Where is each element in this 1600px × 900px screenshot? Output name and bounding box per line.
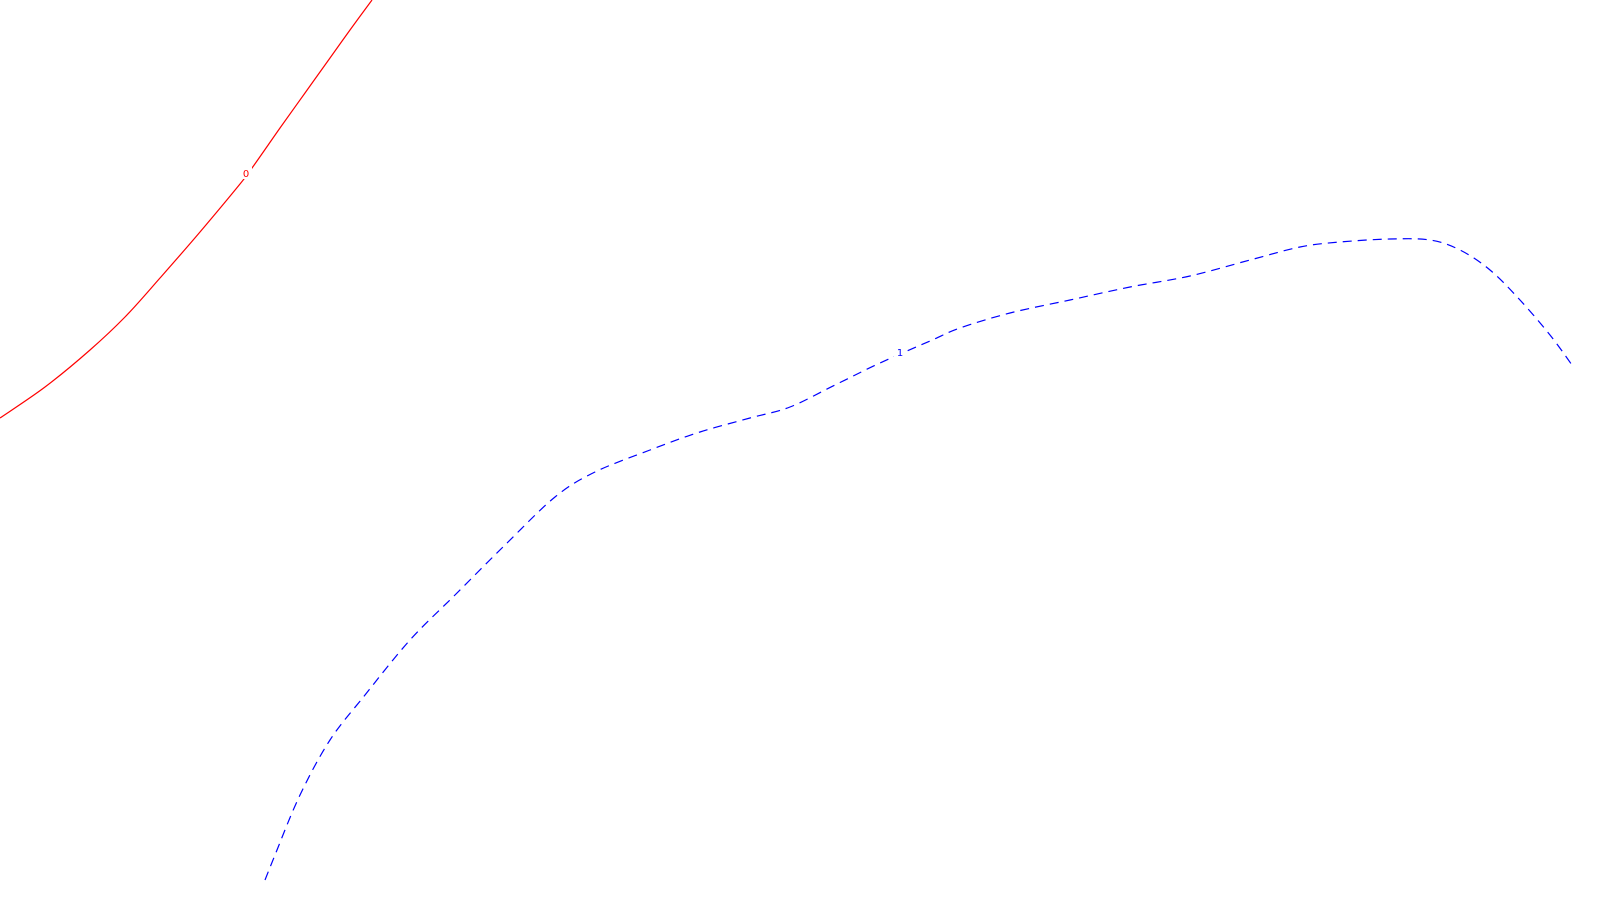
contour-labels: 01 xyxy=(240,167,906,359)
contour-0-line xyxy=(0,0,373,419)
contour-0-label: 0 xyxy=(243,169,249,180)
contour-0-label-gap xyxy=(240,167,252,179)
contour-1-line xyxy=(264,238,1573,881)
contour-1-label-gap xyxy=(894,346,906,358)
contour-lines xyxy=(0,0,1573,881)
contour-1-label: 1 xyxy=(897,348,903,359)
